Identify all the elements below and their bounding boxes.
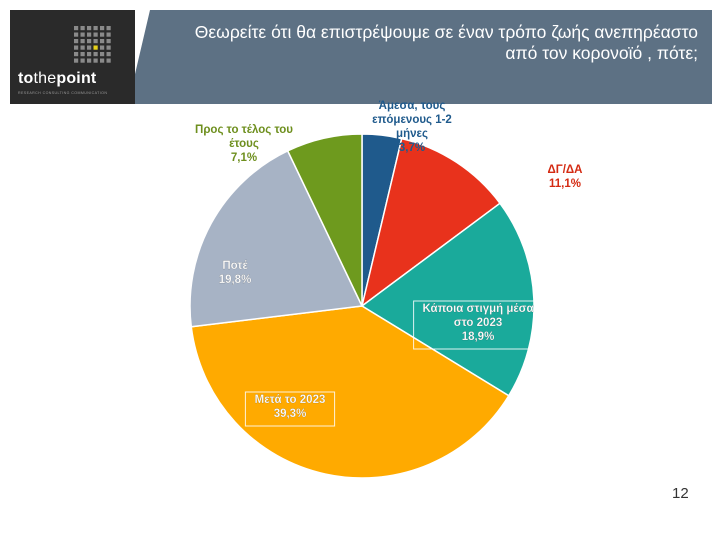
logo-dot [93,39,98,44]
logo-tagline: RESEARCH CONSULTING COMMUNICATION [18,91,108,95]
pie-slice-3 [360,202,535,397]
logo-dot [100,26,105,31]
logo-dot [100,45,105,50]
slide: tothepoint RESEARCH CONSULTING COMMUNICA… [10,10,712,502]
logo-dot [93,32,98,37]
logo-dot [93,26,98,31]
slice-label-4: Μετά το 2023 39,3% [244,391,336,427]
logo-dot [74,32,79,37]
logo-dot [80,26,85,31]
slide-header: tothepoint RESEARCH CONSULTING COMMUNICA… [10,10,712,104]
logo-dot [100,32,105,37]
slice-category-label: έτους [229,138,259,150]
logo-dot [74,52,79,57]
logo-wordmark: tothepoint [18,70,96,88]
slice-category-label: Κάποια στιγμή μέσα [422,303,533,315]
title-line-1: Θεωρείτε ότι θα επιστρέψουμε σε έναν τρό… [194,22,698,42]
logo-dot [106,26,111,31]
title-line-2: από τον κορονοϊό , πότε; [505,43,698,63]
slice-category-label: ΔΓ/ΔΑ [548,164,583,176]
slice-label-1: Άμεσα, τους επόμενους 1-2 μήνες 3,7% [372,100,452,154]
logo-dot [74,45,79,50]
logo-dot [100,58,105,63]
logo-dot [100,39,105,44]
logo-word-point: point [56,70,97,87]
logo-dot [87,45,92,50]
slice-value-label: 18,9% [462,331,495,343]
slice-label-frame [244,391,336,427]
logo-dot [106,58,111,63]
slice-label-5: Ποτέ 19,8% [218,260,252,286]
header-band [128,10,712,104]
pie-slice-6 [286,133,363,307]
logo-dot [80,32,85,37]
slice-label-2: ΔΓ/ΔΑ 11,1% [548,164,583,190]
pie-slice-5 [189,149,364,328]
slice-value-label: 3,7% [399,142,425,154]
logo-dot [80,58,85,63]
logo-dot [87,58,92,63]
logo-dot [80,39,85,44]
slice-value-label: 19,8% [219,274,252,286]
pie-slice-2 [360,137,502,308]
logo-word-the: the [33,70,57,87]
slice-label-3: Κάποια στιγμή μέσα στο 2023 18,9% [413,300,543,350]
logo-dot-grid-icon [74,26,111,63]
logo-dot [80,52,85,57]
logo-word-to: to [18,70,34,87]
logo-dot [74,39,79,44]
logo-dot [87,52,92,57]
logo-dot [93,58,98,63]
pie-chart: Άμεσα, τους επόμενους 1-2 μήνες 3,7% ΔΓ/ΔΑ 11… [189,100,583,479]
logo-dot [106,39,111,44]
logo: tothepoint RESEARCH CONSULTING COMMUNICA… [10,10,135,104]
logo-dot [87,32,92,37]
slice-value-label: 7,1% [231,152,257,164]
slice-label-6: Προς το τέλος του έτους 7,1% [195,124,293,164]
logo-dot [93,52,98,57]
page-number: 12 [672,485,689,502]
slice-category-label: Προς το τέλος του [195,124,293,136]
slide-title: Θεωρείτε ότι θα επιστρέψουμε σε έναν τρό… [178,22,698,64]
logo-dot [87,39,92,44]
slice-value-label: 11,1% [549,178,581,190]
slice-category-label: επόμενους 1-2 [372,114,452,126]
logo-dot [106,52,111,57]
slice-category-label: Μετά το 2023 [255,394,326,406]
logo-dot-highlight [93,45,98,50]
logo-dot [80,45,85,50]
slice-category-label: στο 2023 [454,317,502,329]
logo-dot [106,45,111,50]
slice-value-label: 39,3% [274,408,307,420]
slice-label-frame [413,300,543,350]
slice-category-label: Άμεσα, τους [379,100,446,112]
pie-slices [189,133,535,479]
slice-category-label: Ποτέ [222,260,248,272]
logo-dot [74,58,79,63]
logo-dot [106,32,111,37]
logo-dot [87,26,92,31]
logo-dot [100,52,105,57]
slice-category-label: μήνες [396,128,428,140]
logo-dot [74,26,79,31]
